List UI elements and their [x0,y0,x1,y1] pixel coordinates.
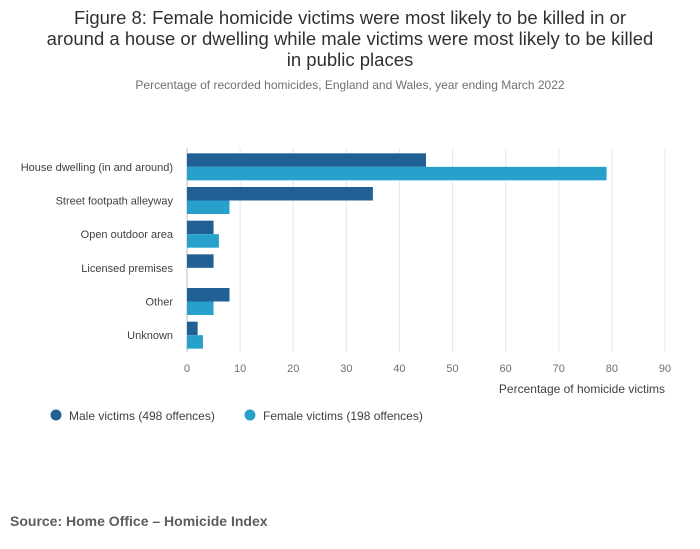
bar-female-victims [187,166,607,181]
x-tick-label: 50 [446,363,458,375]
bar-female-victims [187,335,203,349]
bar-male-victims [187,220,214,235]
bar-male-victims [187,321,198,336]
bar-male-victims [187,254,214,268]
x-tick-label: 80 [606,363,618,375]
chart-title: Figure 8: Female homicide victims were m… [20,7,680,70]
bar-female-victims [187,200,230,214]
y-category-label: Unknown [127,330,173,342]
x-tick-label: 0 [184,363,190,375]
bar-male-victims [187,187,373,201]
x-tick-label: 60 [500,363,512,375]
x-tick-label: 10 [234,363,246,375]
legend-label-male: Male victims (498 offences) [69,409,215,423]
bar-male-victims [187,288,230,302]
bar-female-victims [187,301,214,315]
y-category-label: Street footpath alleyway [56,196,174,208]
legend-label-female: Female victims (198 offences) [263,409,423,423]
bar-female-victims [187,234,219,248]
x-tick-label: 30 [340,363,352,375]
chart-subtitle: Percentage of recorded homicides, Englan… [135,78,565,92]
x-tick-label: 70 [553,363,565,375]
y-category-label: Open outdoor area [81,229,174,241]
x-axis-label: Percentage of homicide victims [499,382,665,396]
y-category-label: House dwelling (in and around) [21,162,173,174]
y-category-label: Licensed premises [81,263,173,275]
source-note: Source: Home Office – Homicide Index [10,513,268,529]
bar-chart: 0 10 20 30 40 50 60 70 80 90 House dwelling (in an… [21,148,671,423]
legend-swatch-male [50,409,62,421]
x-tick-label: 40 [393,363,405,375]
x-tick-label: 90 [659,363,671,375]
bar-male-victims [187,153,426,167]
legend-swatch-female [244,409,256,421]
y-category-label: Other [145,297,173,309]
chart-title-line-3: in public places [286,49,414,70]
x-tick-label: 20 [287,363,299,375]
chart-title-line-1: Figure 8: Female homicide victims were m… [73,7,627,28]
chart-title-line-2: around a house or dwelling while male vi… [46,28,654,49]
